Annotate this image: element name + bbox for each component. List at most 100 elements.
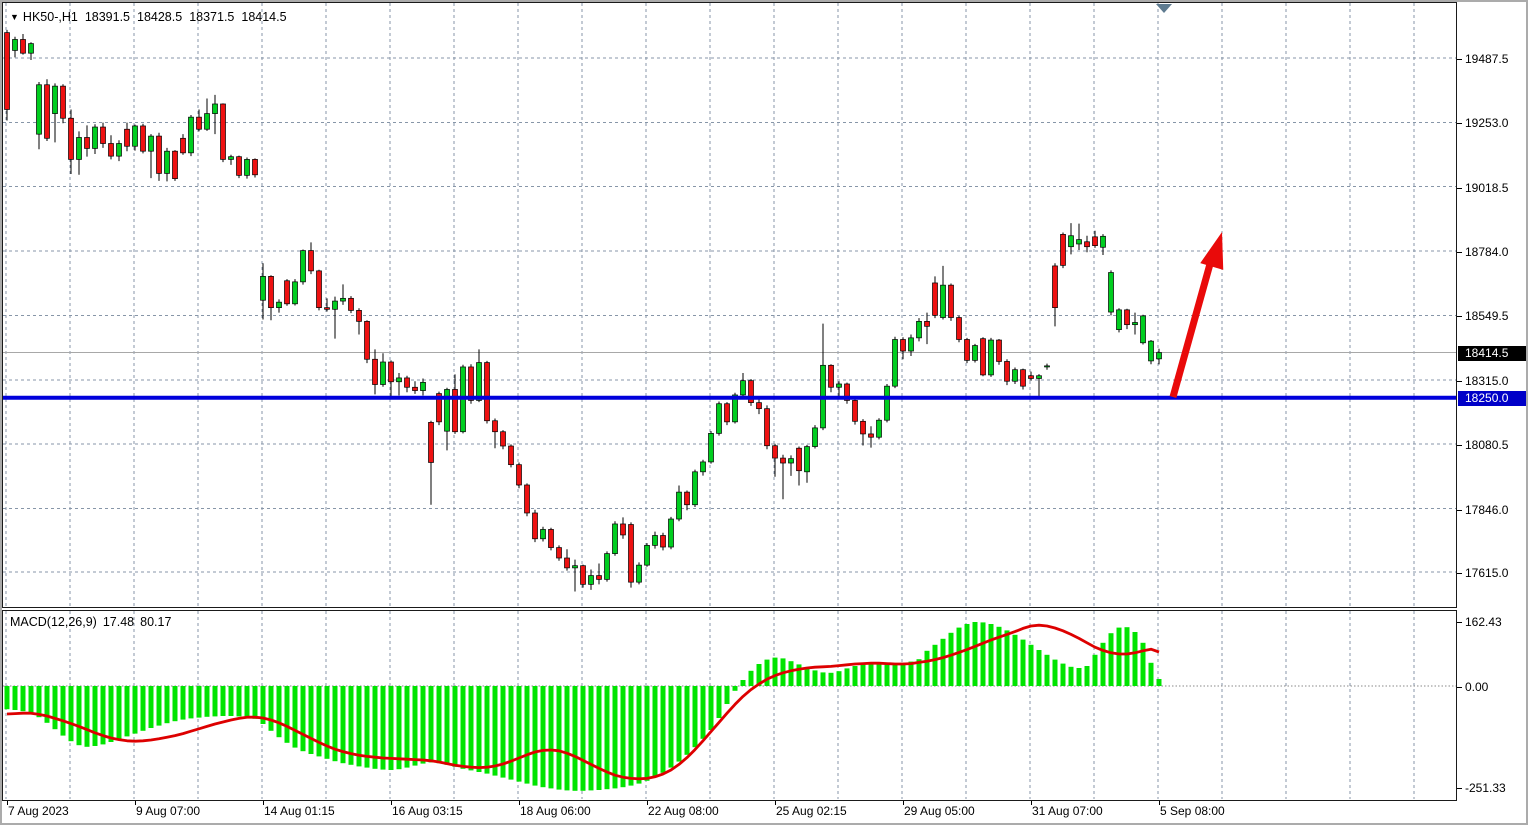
time-tick (7, 801, 8, 805)
price-axis[interactable]: 18414.5 18250.0 19487.5 19253.0 19018.5 187… (1457, 2, 1526, 801)
macd-bar (348, 686, 354, 765)
bear-candle (172, 150, 178, 179)
bull-candle (1148, 340, 1154, 362)
macd-bar (476, 686, 482, 772)
bull-candle (276, 301, 282, 309)
bull-candle (644, 545, 650, 566)
time-tick-label: 29 Aug 05:00 (904, 804, 975, 818)
bull-candle (876, 419, 882, 438)
bear-candle (796, 447, 802, 472)
bear-candle (852, 400, 858, 422)
time-axis[interactable]: 7 Aug 2023 9 Aug 07:00 14 Aug 01:15 16 Aug … (2, 801, 1526, 823)
bull-candle (572, 565, 578, 569)
bear-candle (556, 547, 562, 559)
bear-candle (684, 491, 690, 506)
bull-candle (788, 458, 794, 464)
macd-bar (404, 686, 410, 768)
bear-candle (428, 422, 434, 463)
candlestick-chart[interactable] (3, 3, 1456, 607)
bull-candle (1012, 369, 1018, 382)
macd-bar (124, 686, 130, 737)
macd-indicator-panel[interactable]: MACD(12,26,9) 17.48 80.17 (2, 610, 1457, 801)
bear-candle (900, 339, 906, 352)
support-level-badge: 18250.0 (1458, 390, 1526, 406)
bear-candle (620, 523, 626, 536)
axis-tick (1457, 573, 1462, 574)
bull-candle (1044, 365, 1050, 368)
price-tick-label: 18315.0 (1465, 373, 1509, 388)
macd-bar (1068, 666, 1074, 686)
macd-bar (420, 686, 426, 764)
bear-candle (516, 464, 522, 486)
macd-bar (228, 686, 234, 716)
macd-bar (276, 686, 282, 738)
time-tick-label: 7 Aug 2023 (8, 804, 69, 818)
ohlc-low: 18371.5 (189, 10, 235, 24)
bear-candle (348, 297, 354, 311)
time-tick (391, 801, 392, 805)
macd-bar (1060, 663, 1066, 686)
symbol-marker-icon: ▼ (10, 12, 19, 22)
macd-bar (1100, 642, 1106, 686)
bear-candle (548, 529, 554, 548)
bear-candle (324, 307, 330, 310)
bear-candle (828, 364, 834, 388)
trend-arrow[interactable] (1169, 232, 1224, 398)
price-tick-label: 19487.5 (1465, 52, 1509, 66)
scroll-marker-icon (1156, 4, 1172, 13)
macd-bar (268, 686, 274, 731)
macd-bar (292, 686, 298, 748)
macd-bar (212, 686, 218, 717)
bull-candle (228, 156, 234, 160)
bull-candle (116, 143, 122, 157)
macd-bar (636, 686, 642, 784)
axis-tick (1457, 687, 1462, 688)
main-chart-panel[interactable]: ▼ HK50-,H1 18391.5 18428.5 18371.5 18414.5 (2, 2, 1457, 608)
macd-bar (796, 664, 802, 686)
time-tick-label: 18 Aug 06:00 (520, 804, 591, 818)
bear-candle (284, 280, 290, 305)
time-tick (135, 801, 136, 805)
macd-main-value: 17.48 (102, 615, 135, 629)
bear-candle (84, 137, 90, 149)
current-price-badge: 18414.5 (1458, 345, 1526, 361)
macd-tick-label: 162.43 (1465, 615, 1502, 630)
bear-candle (564, 557, 570, 569)
bear-candle (20, 39, 26, 54)
bull-candle (716, 403, 722, 434)
bear-candle (964, 339, 970, 361)
macd-bar (284, 686, 290, 743)
time-tick-label: 14 Aug 01:15 (264, 804, 335, 818)
macd-bar (580, 686, 586, 791)
macd-bar (564, 686, 570, 791)
bull-candle (908, 337, 914, 352)
macd-bar (76, 686, 82, 746)
bear-candle (356, 310, 362, 322)
macd-bar (1044, 654, 1050, 686)
bull-candle (1100, 235, 1106, 248)
macd-bar (940, 638, 946, 686)
macd-chart[interactable] (3, 611, 1456, 800)
macd-bar (132, 686, 138, 734)
bear-candle (980, 338, 986, 376)
time-tick (903, 801, 904, 805)
macd-bar (468, 686, 474, 771)
macd-bar (548, 686, 554, 789)
time-tick (647, 801, 648, 805)
bear-candle (924, 321, 930, 327)
bull-candle (604, 553, 610, 580)
macd-bar (1004, 630, 1010, 686)
bull-candle (836, 383, 842, 388)
bear-candle (484, 362, 490, 422)
bear-candle (220, 103, 226, 160)
grid-layer (3, 3, 1456, 607)
bear-candle (764, 408, 770, 447)
bear-candle (124, 128, 130, 147)
bear-candle (156, 135, 162, 174)
macd-bar (332, 686, 338, 762)
bull-candle (332, 300, 338, 310)
macd-bar (844, 668, 850, 686)
macd-bar (868, 662, 874, 686)
bear-candle (372, 358, 378, 385)
bull-candle (636, 564, 642, 583)
